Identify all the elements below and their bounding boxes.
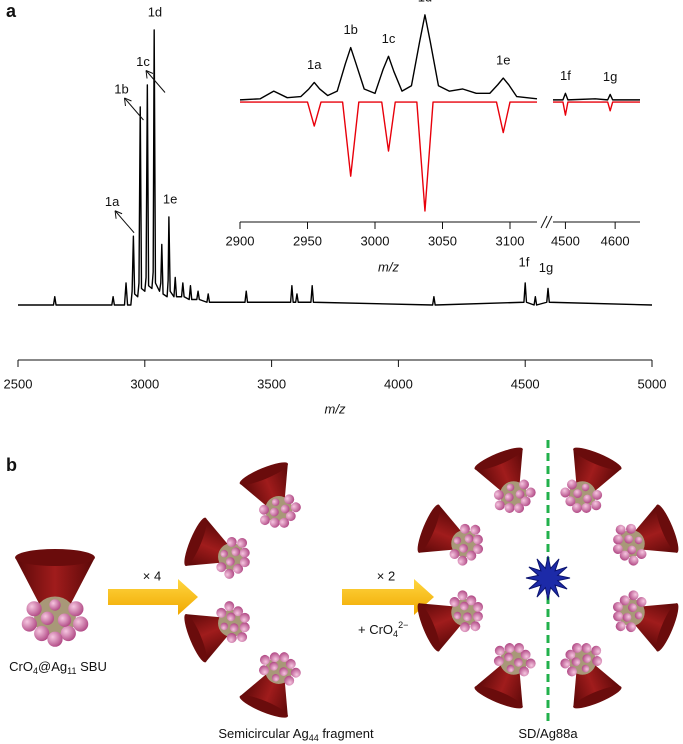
spectrum	[18, 29, 653, 306]
x-tick-label: 3100	[496, 233, 525, 248]
core	[525, 555, 571, 601]
peak-label: 1b	[343, 22, 357, 37]
text: + CrO	[358, 622, 393, 637]
additive: + CrO42−	[358, 620, 408, 639]
sbu	[603, 502, 683, 575]
peak-label: 1a	[307, 57, 322, 72]
panel-label: a	[6, 1, 17, 21]
subscript: 44	[309, 733, 319, 743]
subscript: 11	[67, 666, 76, 676]
spectrum	[553, 101, 640, 116]
arrow-head	[114, 210, 123, 219]
x-tick-label: 4500	[511, 376, 540, 391]
peak-label: 1c	[382, 31, 396, 46]
text: SBU	[76, 659, 106, 674]
panel-label: b	[6, 455, 17, 475]
spectrum	[553, 92, 640, 101]
text: CrO	[9, 659, 33, 674]
arrow-head	[123, 97, 132, 107]
axis-break	[540, 215, 553, 229]
caption: CrO4@Ag11 SBU	[9, 659, 107, 676]
peak-label: 1f	[560, 68, 571, 83]
x-tick-label: 2950	[293, 233, 322, 248]
peak-label: 1b	[114, 81, 128, 96]
x-tick-label: 4600	[601, 233, 630, 248]
spectrum	[239, 14, 538, 101]
text: fragment	[319, 726, 374, 741]
subscript: 4	[33, 666, 38, 676]
multiplier: × 4	[143, 568, 161, 583]
x-tick-label: 3050	[428, 233, 457, 248]
x-tick-label: 3000	[361, 233, 390, 248]
x-tick-label: 2500	[4, 376, 33, 391]
text: Semicircular Ag	[218, 726, 308, 741]
arrow	[114, 210, 135, 234]
peak-label: 1e	[163, 191, 177, 206]
sbu	[551, 633, 624, 713]
sbu	[413, 502, 493, 575]
arrow	[145, 70, 166, 93]
spectrum	[240, 101, 537, 212]
peak-label: 1c	[136, 54, 150, 69]
sbu	[237, 458, 311, 538]
arrow	[124, 97, 144, 121]
sbu	[603, 581, 683, 654]
peak-label: 1d	[418, 0, 432, 4]
sbu	[237, 642, 311, 722]
sbu	[15, 548, 95, 647]
peak-label: 1g	[603, 69, 617, 84]
subscript: 4	[393, 629, 398, 639]
peak-label: 1f	[519, 255, 530, 270]
x-tick-label: 3500	[257, 376, 286, 391]
peak-label: 1a	[105, 194, 120, 209]
x-axis-label: m/z	[325, 401, 346, 416]
x-tick-label: 2900	[226, 233, 255, 248]
peak-label: 1e	[496, 53, 510, 68]
superscript: 2−	[398, 620, 408, 630]
arrow	[342, 579, 434, 615]
peak-label: 1g	[539, 260, 553, 275]
multiplier: × 2	[377, 568, 395, 583]
x-tick-label: 5000	[638, 376, 667, 391]
sbu	[472, 443, 545, 523]
sbu	[180, 515, 260, 589]
sbu	[472, 633, 545, 713]
text: @Ag	[38, 659, 67, 674]
text: SD/Ag88a	[518, 726, 578, 741]
arrow-head	[145, 70, 154, 79]
peak-label: 1d	[148, 4, 162, 19]
caption: Semicircular Ag44 fragment	[218, 726, 374, 743]
x-tick-label: 4500	[551, 233, 580, 248]
x-tick-label: 4000	[384, 376, 413, 391]
x-tick-label: 3000	[130, 376, 159, 391]
x-axis-label: m/z	[378, 259, 399, 274]
caption: SD/Ag88a	[518, 726, 578, 741]
sbu	[180, 591, 260, 665]
sbu	[551, 443, 624, 523]
arrow	[108, 579, 198, 615]
